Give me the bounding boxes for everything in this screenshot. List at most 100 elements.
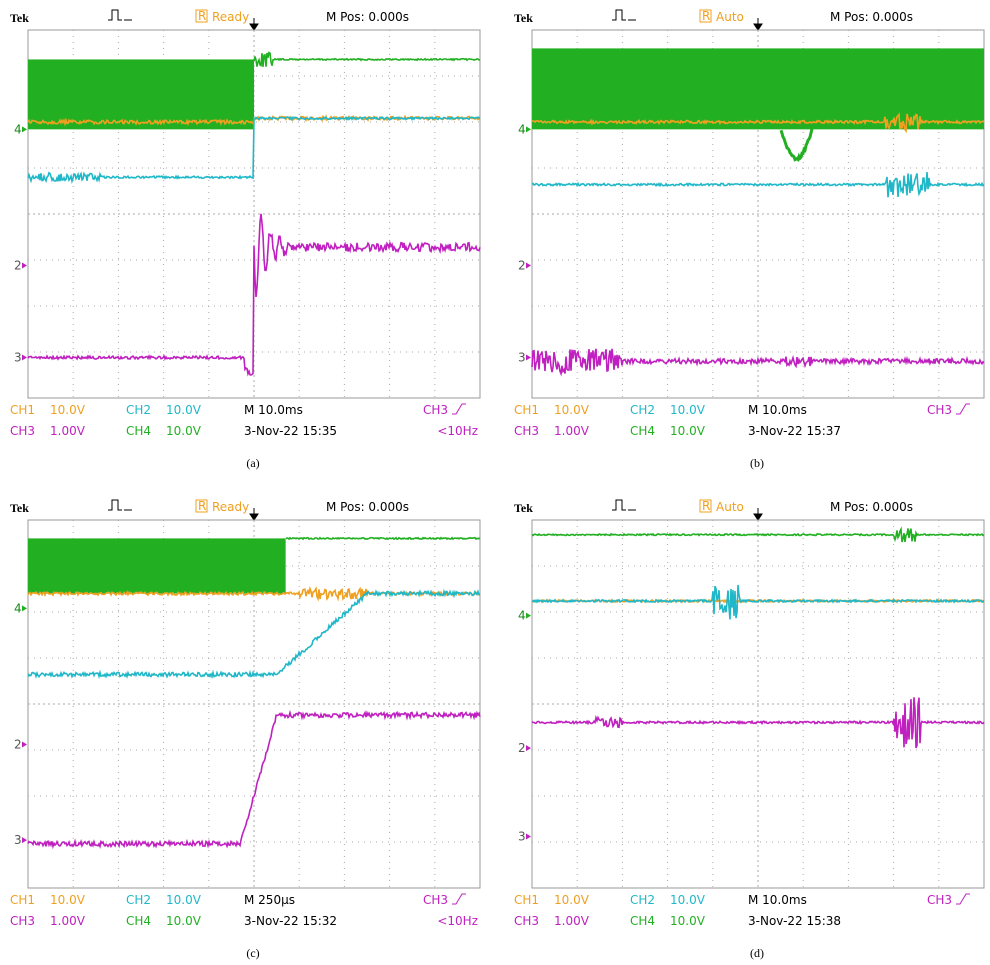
channel-marker: 3 <box>14 351 22 365</box>
channel-name: CH1 <box>10 403 35 417</box>
figure: Tek R Ready M Pos: 0.000s 4 2 3 CH1 10.0V CH2 10.0… <box>0 0 990 965</box>
marker-arrow <box>22 741 27 747</box>
timebase: M 10.0ms <box>244 403 303 417</box>
status: Auto <box>716 10 744 24</box>
timestamp: 3-Nov-22 15:37 <box>748 424 841 438</box>
brand: Tek <box>10 11 29 25</box>
channel-marker: 2 <box>518 259 526 273</box>
position: M Pos: 0.000s <box>830 10 913 24</box>
frequency: <10Hz <box>437 424 478 438</box>
caption: (b) <box>750 456 764 470</box>
channel-scale: 10.0V <box>166 893 202 907</box>
marker-arrow <box>526 745 531 751</box>
channel-scale: 1.00V <box>554 914 590 928</box>
status-icon: R <box>198 499 206 513</box>
ch4-band <box>532 48 984 129</box>
status-icon: R <box>702 9 710 23</box>
marker-arrow <box>22 355 27 361</box>
channel-name: CH3 <box>514 424 539 438</box>
pulse-icon <box>108 500 132 510</box>
status: Ready <box>212 500 249 514</box>
timebase: M 10.0ms <box>748 403 807 417</box>
channel-scale: 10.0V <box>670 914 706 928</box>
trigger-source: CH3 <box>423 893 448 907</box>
marker-arrow <box>22 263 27 269</box>
marker-arrow <box>526 833 531 839</box>
marker-arrow <box>526 263 531 269</box>
position: M Pos: 0.000s <box>326 10 409 24</box>
channel-marker: 4 <box>518 609 526 623</box>
trigger-arrow <box>754 18 762 30</box>
channel-scale: 1.00V <box>50 914 86 928</box>
trigger-arrow <box>754 508 762 520</box>
position: M Pos: 0.000s <box>830 500 913 514</box>
channel-scale: 10.0V <box>554 893 590 907</box>
marker-arrow <box>22 837 27 843</box>
channel-marker: 4 <box>518 122 526 136</box>
trigger-source: CH3 <box>927 893 952 907</box>
trigger-slope <box>956 894 970 904</box>
pulse-icon <box>612 10 636 20</box>
caption: (a) <box>246 456 259 470</box>
channel-scale: 10.0V <box>166 403 202 417</box>
channel-name: CH2 <box>126 403 151 417</box>
timebase: M 250µs <box>244 893 295 907</box>
channel-name: CH4 <box>630 914 655 928</box>
ch4-band <box>28 538 286 593</box>
status-icon: R <box>702 499 710 513</box>
channel-name: CH4 <box>630 424 655 438</box>
channel-scale: 10.0V <box>166 424 202 438</box>
channel-marker: 2 <box>14 737 22 751</box>
channel-name: CH3 <box>514 914 539 928</box>
marker-arrow <box>526 355 531 361</box>
marker-arrow <box>22 605 27 611</box>
channel-marker: 4 <box>14 122 22 136</box>
channel-marker: 3 <box>518 351 526 365</box>
caption: (c) <box>246 946 259 960</box>
pulse-icon <box>108 10 132 20</box>
channel-marker: 3 <box>518 829 526 843</box>
channel-scale: 10.0V <box>166 914 202 928</box>
channel-name: CH3 <box>10 914 35 928</box>
marker-arrow <box>526 613 531 619</box>
brand: Tek <box>514 11 533 25</box>
channel-name: CH4 <box>126 424 151 438</box>
channel-marker: 4 <box>14 601 22 615</box>
trigger-slope <box>956 404 970 414</box>
pulse-icon <box>612 500 636 510</box>
channel-name: CH1 <box>10 893 35 907</box>
trigger-slope <box>452 404 466 414</box>
marker-arrow <box>526 126 531 132</box>
status-icon: R <box>198 9 206 23</box>
channel-name: CH2 <box>630 893 655 907</box>
channel-scale: 10.0V <box>554 403 590 417</box>
channel-scale: 1.00V <box>554 424 590 438</box>
brand: Tek <box>10 501 29 515</box>
channel-scale: 10.0V <box>670 893 706 907</box>
status: Auto <box>716 500 744 514</box>
channel-scale: 1.00V <box>50 424 86 438</box>
scope-panel: Tek R Ready M Pos: 0.000s 4 2 3 CH1 10.0V CH2 10.0… <box>10 9 480 470</box>
channel-scale: 10.0V <box>670 403 706 417</box>
trigger-source: CH3 <box>927 403 952 417</box>
channel-scale: 10.0V <box>50 893 86 907</box>
channel-marker: 3 <box>14 833 22 847</box>
position: M Pos: 0.000s <box>326 500 409 514</box>
channel-marker: 2 <box>14 259 22 273</box>
channel-name: CH2 <box>126 893 151 907</box>
channel-name: CH1 <box>514 893 539 907</box>
trigger-arrow <box>250 508 258 520</box>
brand: Tek <box>514 501 533 515</box>
trigger-slope <box>452 894 466 904</box>
frequency: <10Hz <box>437 914 478 928</box>
channel-name: CH1 <box>514 403 539 417</box>
status: Ready <box>212 10 249 24</box>
channel-name: CH4 <box>126 914 151 928</box>
trigger-arrow <box>250 18 258 30</box>
marker-arrow <box>22 126 27 132</box>
trigger-source: CH3 <box>423 403 448 417</box>
timebase: M 10.0ms <box>748 893 807 907</box>
timestamp: 3-Nov-22 15:32 <box>244 914 337 928</box>
